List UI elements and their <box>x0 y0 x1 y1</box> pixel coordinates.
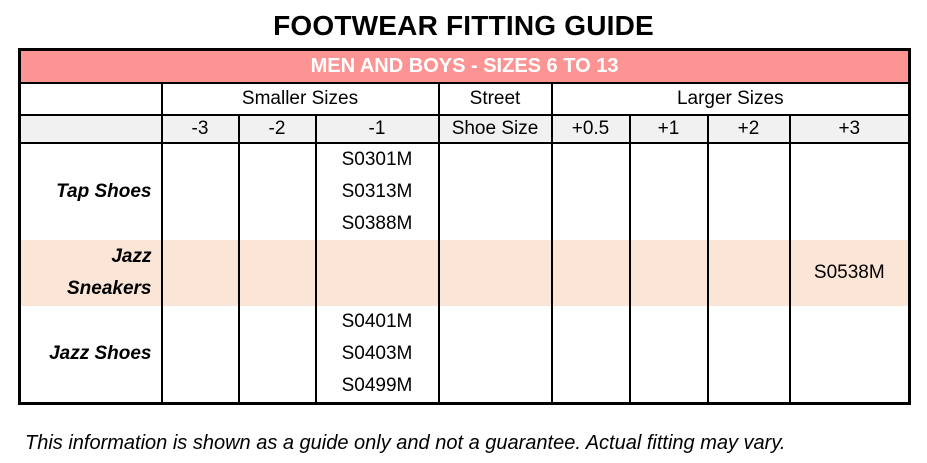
table-row-jazz-shoes: Jazz Shoes S0401M S0403M S0499M <box>18 306 911 404</box>
size-header-row: -3 -2 -1 Shoe Size +0.5 +1 +2 +3 <box>18 115 911 144</box>
cell-plus-1 <box>628 306 709 404</box>
group-header-smaller-sizes: Smaller Sizes <box>160 83 440 116</box>
group-header-row: Smaller Sizes Street Larger Sizes <box>18 83 911 116</box>
cell-minus-3 <box>160 143 240 240</box>
cell-plus-0-5 <box>550 306 631 404</box>
cell-minus-2 <box>237 306 317 404</box>
size-header-plus-0-5: +0.5 <box>550 115 631 144</box>
cell-plus-1 <box>628 143 709 240</box>
group-header-larger-sizes: Larger Sizes <box>550 83 911 116</box>
row-label-tap-shoes: Tap Shoes <box>18 143 163 240</box>
row-label-jazz-sneakers: Jazz Sneakers <box>18 240 163 306</box>
cell-minus-3 <box>160 240 240 306</box>
cell-plus-0-5 <box>550 240 631 306</box>
cell-minus-1: S0301M S0313M S0388M <box>314 143 440 240</box>
table-row-tap-shoes: Tap Shoes S0301M S0313M S0388M <box>18 143 911 240</box>
cell-shoe-size <box>437 306 553 404</box>
size-header-shoe-size: Shoe Size <box>437 115 553 144</box>
cell-minus-1 <box>314 240 440 306</box>
cell-minus-3 <box>160 306 240 404</box>
cell-plus-2 <box>706 240 791 306</box>
fitting-guide-table: MEN AND BOYS - SIZES 6 TO 13 Smaller Siz… <box>18 48 912 405</box>
cell-plus-2 <box>706 143 791 240</box>
size-header-minus-2: -2 <box>237 115 317 144</box>
banner-row: MEN AND BOYS - SIZES 6 TO 13 <box>18 49 911 84</box>
corner-cell <box>18 83 163 116</box>
size-header-plus-1: +1 <box>628 115 709 144</box>
cell-shoe-size <box>437 143 553 240</box>
cell-plus-3 <box>788 306 911 404</box>
row-label-jazz-shoes: Jazz Shoes <box>18 306 163 404</box>
cell-minus-1: S0401M S0403M S0499M <box>314 306 440 404</box>
size-header-plus-2: +2 <box>706 115 791 144</box>
footer-note: This information is shown as a guide onl… <box>25 432 786 454</box>
size-header-minus-1: -1 <box>314 115 440 144</box>
group-header-street: Street <box>437 83 553 116</box>
size-header-empty <box>18 115 163 144</box>
cell-plus-0-5 <box>550 143 631 240</box>
cell-minus-2 <box>237 240 317 306</box>
cell-plus-3 <box>788 143 911 240</box>
cell-plus-3: S0538M <box>788 240 911 306</box>
cell-plus-2 <box>706 306 791 404</box>
page-title: FOOTWEAR FITTING GUIDE <box>273 10 654 41</box>
cell-plus-1 <box>628 240 709 306</box>
size-header-plus-3: +3 <box>788 115 911 144</box>
size-header-minus-3: -3 <box>160 115 240 144</box>
banner-cell: MEN AND BOYS - SIZES 6 TO 13 <box>18 49 911 84</box>
cell-shoe-size <box>437 240 553 306</box>
table-row-jazz-sneakers: Jazz Sneakers S0538M <box>18 240 911 306</box>
cell-minus-2 <box>237 143 317 240</box>
